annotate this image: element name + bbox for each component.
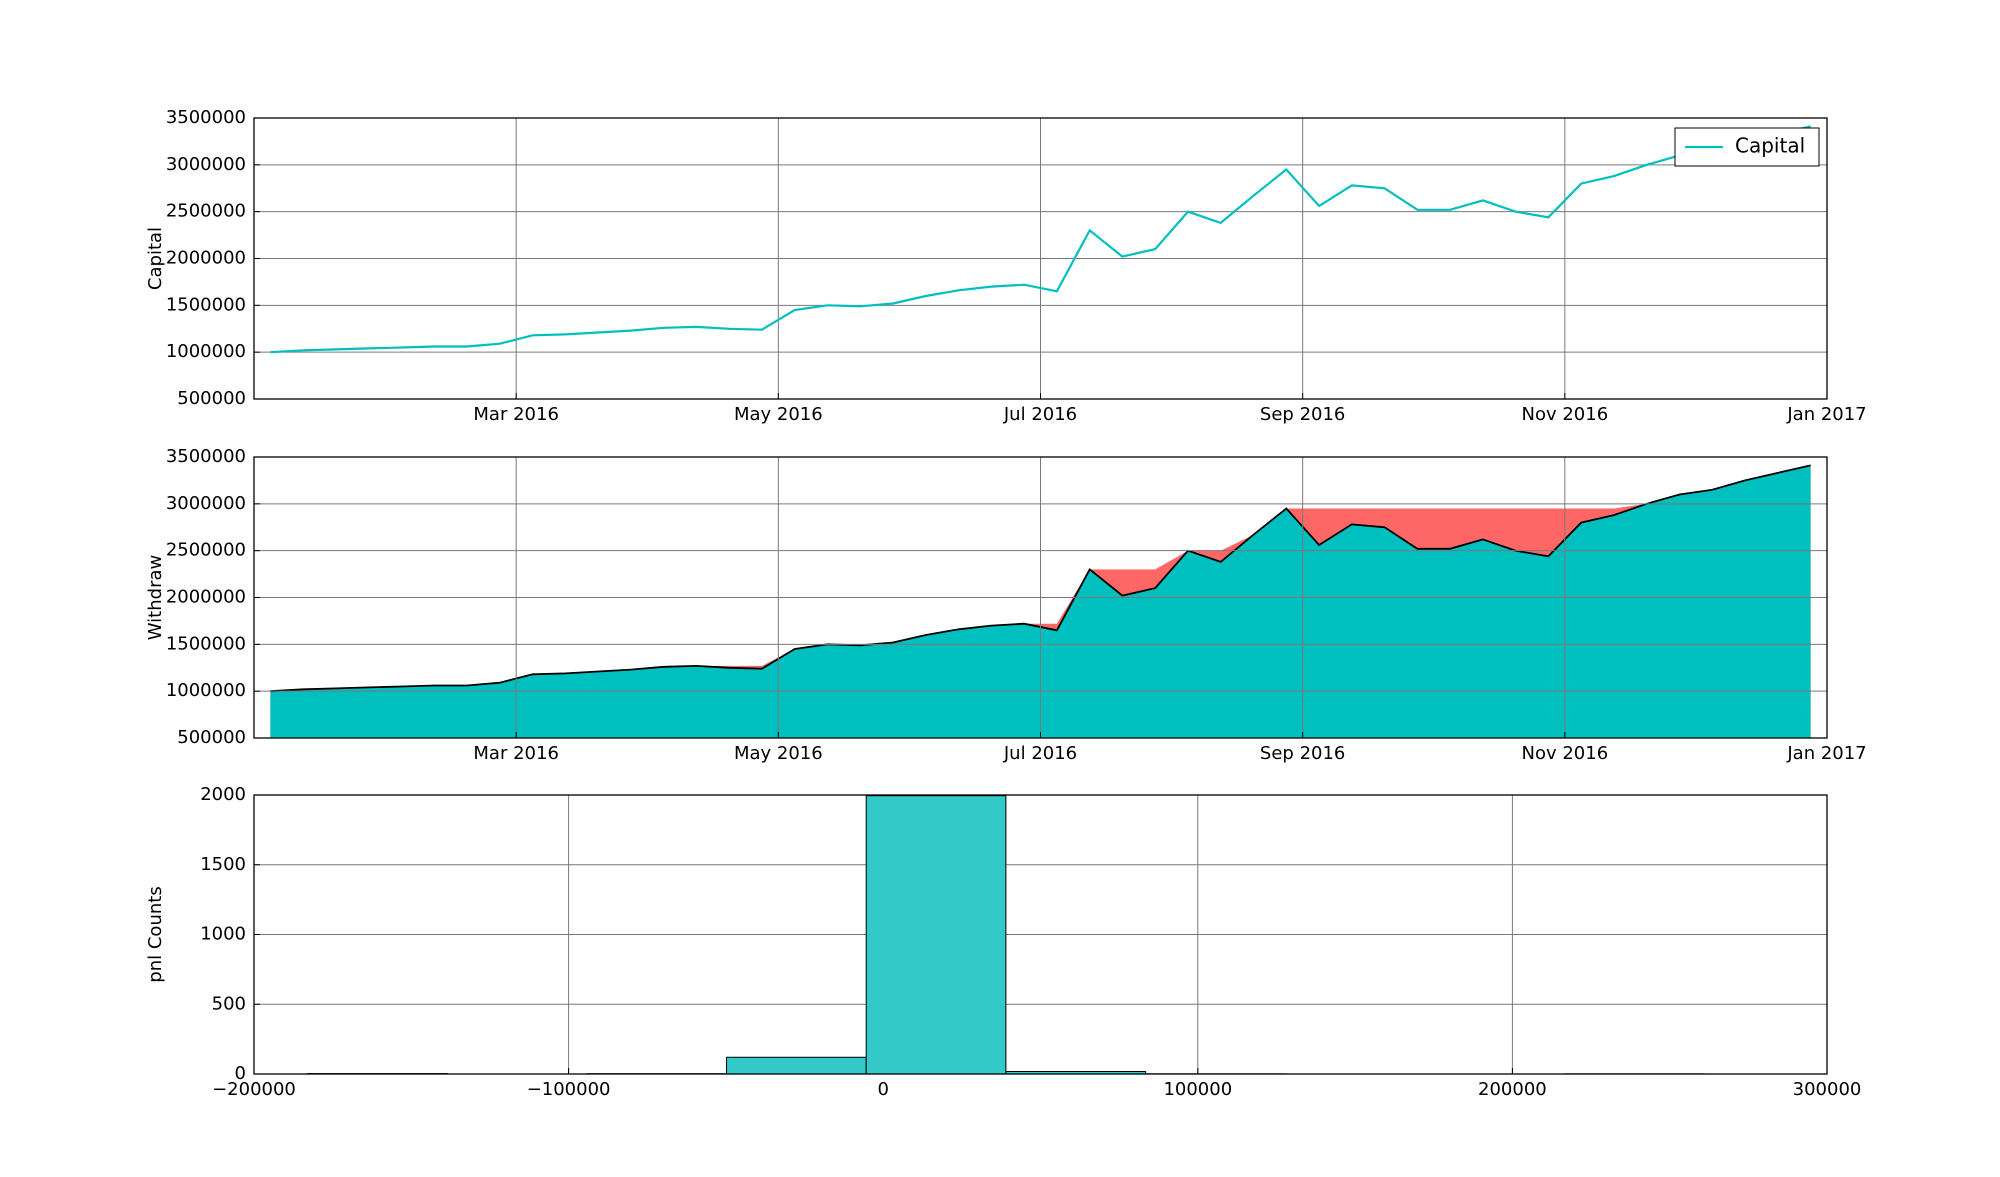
x-tick-label: Mar 2016: [473, 404, 559, 425]
y-tick-label: 1000000: [166, 680, 246, 701]
histogram-bar: [726, 1056, 867, 1075]
x-tick-label: Sep 2016: [1260, 404, 1345, 425]
y-tick-label: 1500: [200, 854, 246, 875]
y-tick-label: 3000000: [166, 493, 246, 514]
y-tick-label: 3500000: [166, 446, 246, 467]
plot-frame: [253, 117, 1828, 400]
x-tick-label: −200000: [212, 1079, 296, 1100]
y-tick-label: 0: [235, 1063, 246, 1084]
y-tick-label: 2500000: [166, 201, 246, 222]
y-axis-label: pnl Counts: [145, 886, 166, 982]
y-tick-label: 2000: [200, 784, 246, 805]
x-tick-label: Mar 2016: [473, 743, 559, 764]
histogram-bar: [865, 795, 1007, 1075]
plot-frame: [253, 794, 1828, 1075]
x-tick-label: Jul 2016: [1003, 404, 1077, 425]
x-tick-label: 200000: [1478, 1079, 1547, 1100]
x-tick-label: May 2016: [734, 743, 823, 764]
y-tick-label: 1000: [200, 924, 246, 945]
legend-label: Capital: [1735, 134, 1805, 158]
y-tick-label: 2000000: [166, 248, 246, 269]
capital-line: [270, 125, 1811, 354]
y-tick-label: 2500000: [166, 540, 246, 561]
y-axis-label: Withdraw: [145, 555, 166, 640]
x-tick-label: Jan 2017: [1786, 404, 1866, 425]
y-tick-label: 3500000: [166, 107, 246, 128]
x-tick-label: Jan 2017: [1786, 743, 1866, 764]
x-tick-label: Sep 2016: [1260, 743, 1345, 764]
x-tick-label: May 2016: [734, 404, 823, 425]
y-tick-label: 1500000: [166, 294, 246, 315]
y-axis-label: Capital: [145, 227, 166, 290]
plot-frame: [253, 456, 1828, 739]
y-tick-label: 3000000: [166, 154, 246, 175]
y-tick-label: 1500000: [166, 633, 246, 654]
x-tick-label: Nov 2016: [1521, 743, 1608, 764]
area: [270, 465, 1811, 738]
y-tick-label: 500000: [177, 727, 246, 748]
x-tick-label: Jul 2016: [1003, 743, 1077, 764]
y-tick-label: 1000000: [166, 341, 246, 362]
x-tick-label: 100000: [1163, 1079, 1232, 1100]
x-tick-label: −100000: [527, 1079, 611, 1100]
y-tick-label: 2000000: [166, 587, 246, 608]
x-tick-label: Nov 2016: [1521, 404, 1608, 425]
x-tick-label: 300000: [1793, 1079, 1862, 1100]
y-tick-label: 500: [212, 993, 246, 1014]
x-tick-label: 0: [877, 1079, 888, 1100]
y-tick-label: 500000: [177, 388, 246, 409]
